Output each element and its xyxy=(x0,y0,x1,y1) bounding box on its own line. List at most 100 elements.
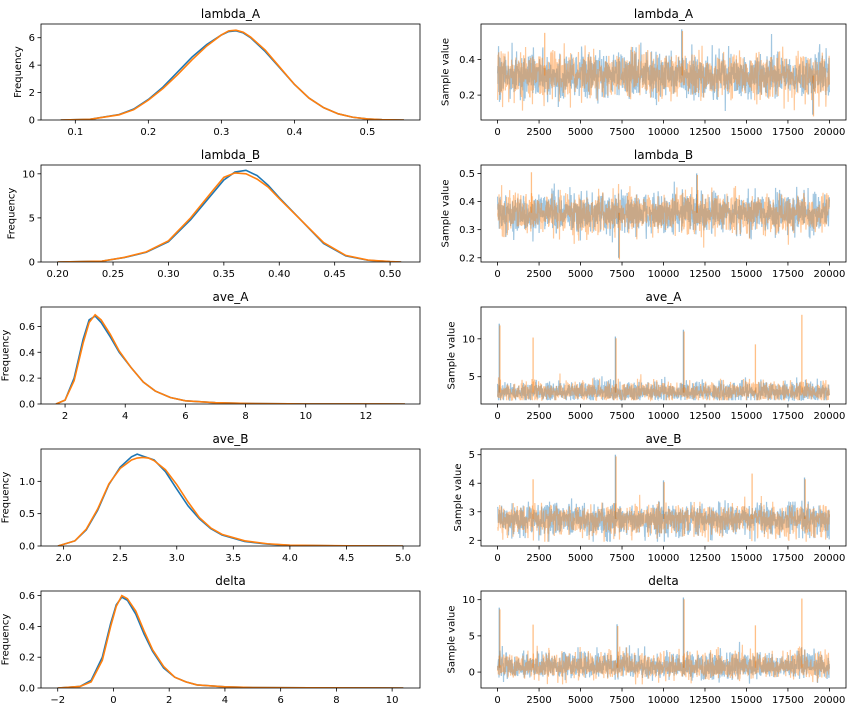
density-series-2 xyxy=(57,456,404,546)
y-tick-label: 0.4 xyxy=(19,622,35,633)
x-tick-label: 12500 xyxy=(689,269,721,280)
density-series-1 xyxy=(60,30,404,120)
panel-trace-ave-B: 0 2500 5000 7500 10000 12500 15000 17500 20000 2 3… xyxy=(453,432,847,564)
x-tick-label: 2 xyxy=(62,411,68,422)
y-tick-label: 0.2 xyxy=(459,253,475,264)
y-tick-label: 5 xyxy=(469,450,475,461)
panel-title: ave_A xyxy=(212,290,249,304)
y-tick-label: 10 xyxy=(462,334,475,345)
y-axis-label: Sample value xyxy=(447,606,458,674)
axes-frame xyxy=(40,164,421,263)
y-axis-label: Sample value xyxy=(453,464,464,532)
y-tick-label: 0.5 xyxy=(459,169,475,180)
x-tick-label: 2.0 xyxy=(56,553,72,564)
y-tick-label: 0.0 xyxy=(19,400,35,411)
x-tick-label: 10000 xyxy=(648,269,680,280)
y-tick-label: 4 xyxy=(29,61,35,72)
density-series-2 xyxy=(57,172,402,262)
x-tick-label: 17500 xyxy=(772,411,804,422)
x-tick-label: 0.20 xyxy=(46,269,68,280)
x-tick-label: 2 xyxy=(166,695,172,706)
y-tick-label: 10 xyxy=(22,169,35,180)
plot-area xyxy=(496,172,831,260)
y-tick-label: 5 xyxy=(29,213,35,224)
panel-title: ave_A xyxy=(645,290,682,304)
x-tick-label: 7500 xyxy=(609,411,634,422)
y-tick-label: 0.4 xyxy=(459,55,475,66)
x-tick-label: 20000 xyxy=(814,695,846,706)
panel-title: delta xyxy=(648,574,678,588)
x-tick-label: 0.40 xyxy=(268,269,290,280)
y-tick-label: 0 xyxy=(469,668,475,679)
x-tick-label: 10000 xyxy=(648,553,680,564)
x-tick-label: 8 xyxy=(333,695,339,706)
panel-trace-lambda-A: 0 2500 5000 7500 10000 12500 15000 17500 20000 0.… xyxy=(440,7,847,138)
trace-series-1 xyxy=(496,376,830,402)
x-tick-label: 0.30 xyxy=(157,269,179,280)
x-tick-label: 0 xyxy=(494,411,500,422)
panel-density-delta: −2 0 2 4 6 8 10 0.0 0.2 0.4 0.6 delta Frequency xyxy=(0,574,421,706)
axes-frame xyxy=(40,306,421,405)
panel-title: lambda_B xyxy=(201,148,260,162)
panel-density-ave-A: 2 4 6 8 10 12 0.0 0.2 0.4 0.6 ave_A Frequency xyxy=(0,290,421,422)
density-series-1 xyxy=(57,596,404,688)
y-tick-label: 0.0 xyxy=(19,684,35,695)
density-series-1 xyxy=(57,169,402,262)
plot-area xyxy=(55,313,405,404)
y-tick-label: 0.0 xyxy=(19,542,35,553)
x-tick-label: 2500 xyxy=(526,695,551,706)
panel-title: lambda_B xyxy=(634,148,693,162)
x-tick-label: 4.0 xyxy=(282,553,298,564)
x-tick-label: 20000 xyxy=(814,127,846,138)
x-tick-label: 17500 xyxy=(772,269,804,280)
plot-area xyxy=(57,594,404,688)
x-tick-label: 17500 xyxy=(772,695,804,706)
x-tick-label: 10000 xyxy=(648,411,680,422)
x-tick-label: 0.1 xyxy=(67,127,83,138)
panel-trace-lambda-B: 0 2500 5000 7500 10000 12500 15000 17500 20000 0.… xyxy=(440,148,847,280)
y-tick-label: 0 xyxy=(29,258,35,269)
y-tick-label: 6 xyxy=(29,33,35,44)
trace-series-2 xyxy=(496,373,831,403)
x-tick-label: 5.0 xyxy=(395,553,411,564)
x-tick-label: 8 xyxy=(242,411,248,422)
x-tick-label: 4.5 xyxy=(339,553,355,564)
x-tick-label: 7500 xyxy=(609,695,634,706)
x-tick-label: 12500 xyxy=(689,553,721,564)
x-tick-label: 7500 xyxy=(609,127,634,138)
x-tick-label: 0.25 xyxy=(102,269,124,280)
y-axis-label: Sample value xyxy=(447,321,458,389)
y-tick-label: 3 xyxy=(469,507,475,518)
panel-title: delta xyxy=(215,574,245,588)
x-tick-label: 5000 xyxy=(568,269,593,280)
plot-area xyxy=(57,453,404,546)
y-tick-label: 0.6 xyxy=(19,322,35,333)
x-tick-label: 6 xyxy=(277,695,283,706)
y-axis-label: Frequency xyxy=(0,614,11,666)
y-tick-label: 2 xyxy=(29,88,35,99)
y-tick-label: 2 xyxy=(469,536,475,547)
axes-frame xyxy=(40,590,421,689)
plot-area xyxy=(496,29,831,117)
panel-title: ave_B xyxy=(645,432,681,446)
y-axis-label: Sample value xyxy=(440,180,451,248)
y-tick-label: 0.4 xyxy=(459,197,475,208)
trace-series-1 xyxy=(496,181,831,243)
panel-trace-delta: 0 2500 5000 7500 10000 12500 15000 17500 20000 0 5… xyxy=(447,574,847,706)
x-tick-label: 15000 xyxy=(731,695,763,706)
x-tick-label: −2 xyxy=(50,695,65,706)
y-tick-label: 1.0 xyxy=(19,477,35,488)
plot-area xyxy=(496,597,831,685)
trace-series-2 xyxy=(496,644,831,685)
y-axis-label: Frequency xyxy=(0,330,11,382)
x-tick-label: 5000 xyxy=(568,127,593,138)
density-series-2 xyxy=(60,29,404,120)
trace-series-2 xyxy=(496,43,831,111)
x-tick-label: 5000 xyxy=(568,411,593,422)
y-axis-label: Frequency xyxy=(0,472,11,524)
x-tick-label: 10000 xyxy=(648,127,680,138)
x-tick-label: 3.0 xyxy=(169,553,185,564)
axes-frame xyxy=(40,23,421,121)
trace-series-1 xyxy=(496,34,831,112)
plot-area xyxy=(497,454,831,542)
